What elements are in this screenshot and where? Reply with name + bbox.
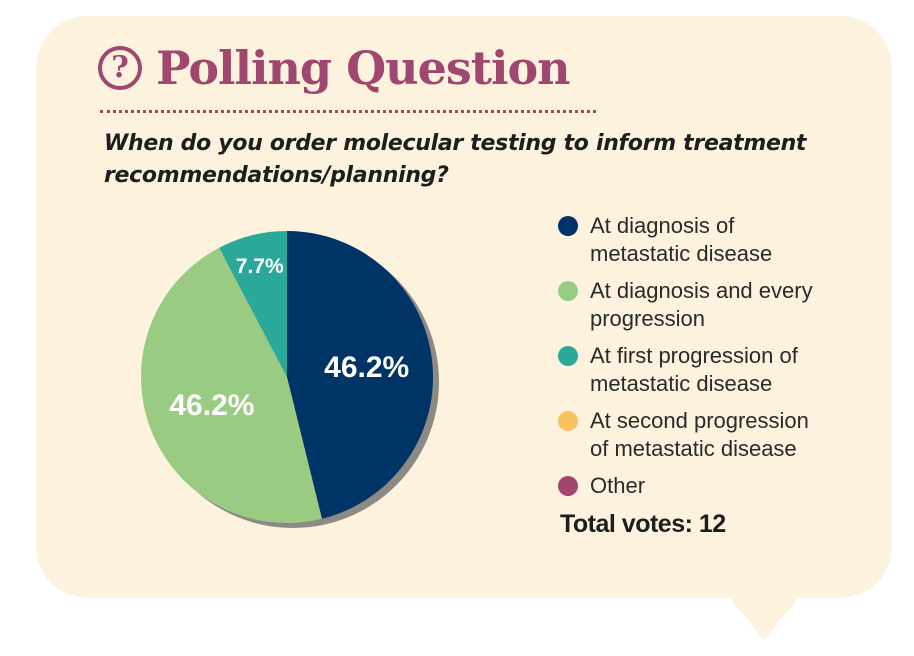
legend-label: At diagnosis of metastatic disease: [590, 213, 773, 266]
legend-swatch: [558, 346, 578, 366]
legend-label: At second progression of metastatic dise…: [590, 408, 809, 461]
legend-label: At first progression of metastatic disea…: [590, 343, 798, 396]
header: ? Polling Question: [98, 38, 571, 98]
legend-swatch: [558, 476, 578, 496]
pie-slice-1: [140, 247, 322, 523]
legend-item-second-progression: At second progression of metastatic dise…: [558, 407, 858, 463]
legend-swatch: [558, 281, 578, 301]
pie-slice-2: [219, 231, 287, 377]
pie-slice-0: [287, 231, 434, 519]
poll-question: When do you order molecular testing to i…: [104, 131, 807, 188]
question-circle-icon: ?: [98, 46, 142, 90]
legend-item-first-progression: At first progression of metastatic disea…: [558, 342, 858, 398]
pie-slice-label: 46.2%: [169, 389, 254, 422]
pie-slice-label: 7.7%: [236, 255, 284, 278]
legend-item-other: Other: [558, 472, 858, 500]
legend-label: Other: [590, 473, 646, 498]
pie-slice-label: 46.2%: [324, 351, 409, 384]
legend-item-diagnosis: At diagnosis of metastatic disease: [558, 212, 858, 268]
pie-chart: 46.2% 46.2% 7.7%: [140, 231, 439, 528]
legend-item-diagnosis-every-progression: At diagnosis and every progression: [558, 277, 858, 333]
chart-legend: At diagnosis of metastatic disease At di…: [558, 212, 858, 509]
title-divider: [100, 110, 596, 113]
legend-swatch: [558, 411, 578, 431]
total-votes: Total votes: 12: [560, 510, 726, 538]
page-title: Polling Question: [156, 41, 571, 95]
legend-swatch: [558, 216, 578, 236]
legend-label: At diagnosis and every progression: [590, 278, 813, 331]
